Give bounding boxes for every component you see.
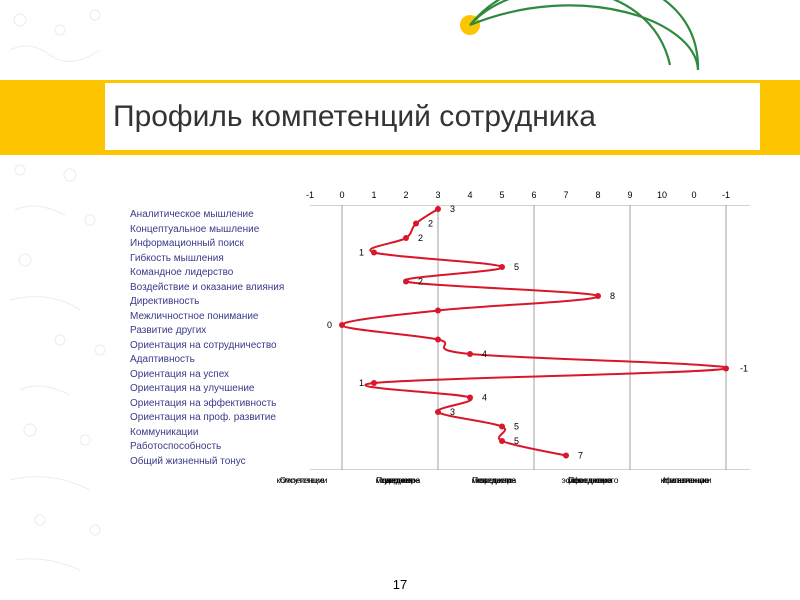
- x-tick: -1: [306, 190, 314, 200]
- row-label: Аналитическое мышление: [130, 208, 310, 223]
- svg-text:1: 1: [359, 378, 364, 388]
- svg-text:1: 1: [359, 248, 364, 258]
- x-tick: 10: [657, 190, 667, 200]
- svg-text:8: 8: [610, 291, 615, 301]
- x-tick: -1: [722, 190, 730, 200]
- x-tick: 0: [339, 190, 344, 200]
- svg-text:3: 3: [450, 205, 455, 214]
- row-label: Концептуальное мышление: [130, 223, 310, 238]
- row-label: Командное лидерство: [130, 266, 310, 281]
- row-label: Ориентация на успех: [130, 368, 310, 383]
- svg-text:7: 7: [578, 451, 583, 461]
- row-label: Работоспособность: [130, 440, 310, 455]
- x-tick: 5: [499, 190, 504, 200]
- x-tick: 7: [563, 190, 568, 200]
- row-label: Межличностное понимание: [130, 310, 310, 325]
- x-tick: 1: [371, 190, 376, 200]
- row-label: Ориентация на эффективность: [130, 397, 310, 412]
- row-label: Адаптивность: [130, 353, 310, 368]
- page-title: Профиль компетенций сотрудника: [113, 100, 596, 134]
- svg-text:2: 2: [428, 219, 433, 229]
- row-label: Развитие других: [130, 324, 310, 339]
- row-label: Гибкость мышления: [130, 252, 310, 267]
- x-tick: 4: [467, 190, 472, 200]
- x-tick: 0: [691, 190, 696, 200]
- svg-text:2: 2: [418, 233, 423, 243]
- row-labels: Аналитическое мышлениеКонцептуальное мыш…: [130, 208, 310, 469]
- x-tick: 6: [531, 190, 536, 200]
- row-label: Ориентация на сотрудничество: [130, 339, 310, 354]
- svg-text:5: 5: [514, 436, 519, 446]
- svg-text:5: 5: [514, 262, 519, 272]
- row-label: Ориентация на проф. развитие: [130, 411, 310, 426]
- row-label: Ориентация на улучшение: [130, 382, 310, 397]
- row-label: Коммуникации: [130, 426, 310, 441]
- svg-text:-1: -1: [740, 364, 748, 374]
- x-tick: 2: [403, 190, 408, 200]
- swirl-graphic: [420, 0, 700, 90]
- svg-text:0: 0: [327, 320, 332, 330]
- row-label: Общий жизненный тонус: [130, 455, 310, 470]
- row-label: Воздействие и оказание влияния: [130, 281, 310, 296]
- row-label: Директивность: [130, 295, 310, 310]
- x-tick: 3: [435, 190, 440, 200]
- x-tick: 8: [595, 190, 600, 200]
- svg-text:4: 4: [482, 393, 487, 403]
- title-container: Профиль компетенций сотрудника: [105, 83, 760, 150]
- plot: -10123456789100-1 322152804-1143557 Отсу…: [310, 180, 750, 520]
- svg-text:5: 5: [514, 422, 519, 432]
- plot-area: 322152804-1143557: [310, 205, 750, 470]
- row-label: Информационный поиск: [130, 237, 310, 252]
- svg-text:3: 3: [450, 407, 455, 417]
- svg-text:4: 4: [482, 349, 487, 359]
- svg-text:2: 2: [418, 277, 423, 287]
- competency-chart: Аналитическое мышлениеКонцептуальное мыш…: [130, 180, 760, 550]
- x-tick: 9: [627, 190, 632, 200]
- page-number: 17: [393, 577, 407, 592]
